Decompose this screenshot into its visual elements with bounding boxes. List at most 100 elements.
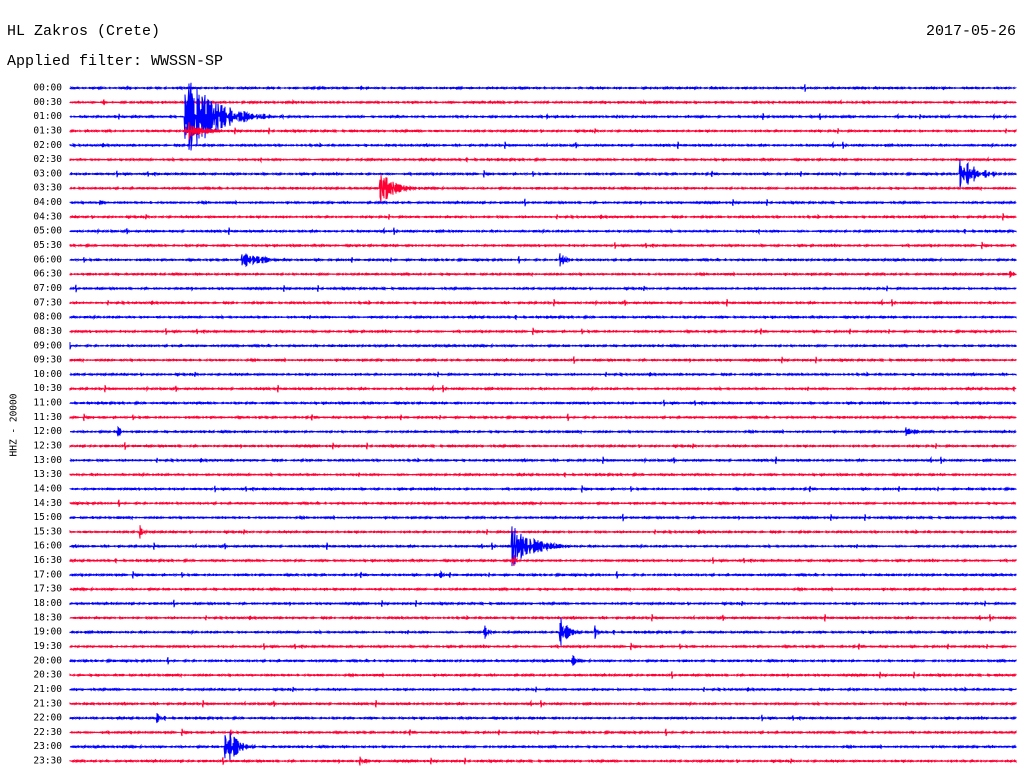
trace bbox=[69, 156, 1017, 164]
row-time-label: 08:00 bbox=[33, 312, 62, 323]
trace bbox=[69, 654, 1017, 666]
row-time-label: 03:30 bbox=[33, 183, 62, 194]
trace bbox=[69, 756, 1017, 766]
trace bbox=[69, 413, 1017, 422]
row-time-label: 13:30 bbox=[33, 469, 62, 480]
trace bbox=[69, 226, 1017, 236]
row-time-label: 23:00 bbox=[33, 741, 62, 752]
row-time-label: 04:30 bbox=[33, 211, 62, 222]
trace bbox=[69, 599, 1017, 608]
row-time-label: 22:30 bbox=[33, 727, 62, 738]
trace bbox=[69, 671, 1017, 679]
trace bbox=[69, 728, 1017, 737]
trace bbox=[69, 356, 1017, 364]
row-time-label: 07:00 bbox=[33, 283, 62, 294]
row-time-label: 09:30 bbox=[33, 355, 62, 366]
trace bbox=[69, 618, 1017, 647]
trace bbox=[69, 84, 1017, 92]
trace bbox=[69, 513, 1017, 522]
row-time-label: 02:00 bbox=[33, 140, 62, 151]
row-time-label: 17:00 bbox=[33, 569, 62, 580]
trace bbox=[69, 425, 1017, 437]
row-time-label: 14:30 bbox=[33, 498, 62, 509]
trace bbox=[69, 342, 1017, 350]
trace bbox=[69, 98, 1017, 106]
row-time-label: 14:00 bbox=[33, 483, 62, 494]
trace bbox=[69, 284, 1017, 293]
row-time-label: 16:30 bbox=[33, 555, 62, 566]
row-time-label: 08:30 bbox=[33, 326, 62, 337]
trace bbox=[69, 253, 1017, 268]
trace bbox=[69, 686, 1017, 693]
row-time-label: 00:00 bbox=[33, 83, 62, 94]
row-time-label: 19:30 bbox=[33, 641, 62, 652]
trace bbox=[69, 732, 1017, 761]
row-time-label: 01:30 bbox=[33, 125, 62, 136]
trace bbox=[69, 270, 1017, 279]
trace bbox=[69, 499, 1017, 508]
row-time-label: 11:30 bbox=[33, 412, 62, 423]
row-time-label: 05:00 bbox=[33, 226, 62, 237]
row-time-label: 21:00 bbox=[33, 684, 62, 695]
row-time-label: 03:00 bbox=[33, 168, 62, 179]
row-time-label: 01:00 bbox=[33, 111, 62, 122]
station-title: HL Zakros (Crete) bbox=[7, 23, 160, 40]
trace bbox=[69, 614, 1017, 622]
row-time-label: 09:00 bbox=[33, 340, 62, 351]
row-time-label: 15:00 bbox=[33, 512, 62, 523]
trace bbox=[69, 140, 1017, 150]
row-time-label: 12:30 bbox=[33, 441, 62, 452]
row-time-label: 11:00 bbox=[33, 398, 62, 409]
trace bbox=[69, 586, 1017, 593]
trace bbox=[69, 526, 1017, 567]
filter-label: Applied filter: WWSSN-SP bbox=[7, 53, 223, 70]
trace bbox=[69, 314, 1017, 321]
trace bbox=[69, 713, 1017, 724]
trace bbox=[69, 298, 1017, 307]
row-time-label: 17:30 bbox=[33, 584, 62, 595]
trace bbox=[69, 570, 1017, 579]
row-time-label: 05:30 bbox=[33, 240, 62, 251]
channel-label: HHZ - 20000 bbox=[9, 393, 20, 456]
row-time-label: 10:30 bbox=[33, 383, 62, 394]
row-time-label: 19:00 bbox=[33, 627, 62, 638]
traces bbox=[69, 82, 1017, 766]
trace bbox=[69, 485, 1017, 493]
trace bbox=[69, 555, 1017, 567]
trace bbox=[69, 159, 1017, 189]
row-time-label: 12:00 bbox=[33, 426, 62, 437]
trace bbox=[69, 471, 1017, 478]
trace bbox=[69, 82, 1017, 151]
trace bbox=[69, 327, 1017, 336]
trace bbox=[69, 122, 1017, 140]
row-time-label: 07:30 bbox=[33, 297, 62, 308]
trace bbox=[69, 371, 1017, 378]
row-time-label: 06:30 bbox=[33, 269, 62, 280]
row-time-label: 04:00 bbox=[33, 197, 62, 208]
row-time-label: 21:30 bbox=[33, 698, 62, 709]
row-time-label: 20:30 bbox=[33, 670, 62, 681]
trace bbox=[69, 525, 1017, 539]
row-time-label: 20:00 bbox=[33, 655, 62, 666]
row-time-label: 13:00 bbox=[33, 455, 62, 466]
row-time-label: 18:00 bbox=[33, 598, 62, 609]
date: 2017-05-26 bbox=[926, 23, 1016, 40]
trace bbox=[69, 174, 1017, 202]
trace bbox=[69, 455, 1017, 465]
trace bbox=[69, 642, 1017, 651]
trace bbox=[69, 213, 1017, 221]
trace bbox=[69, 699, 1017, 708]
trace bbox=[69, 399, 1017, 407]
trace bbox=[69, 198, 1017, 207]
row-time-label: 10:00 bbox=[33, 369, 62, 380]
row-time-label: 02:30 bbox=[33, 154, 62, 165]
row-time-label: 22:00 bbox=[33, 713, 62, 724]
trace bbox=[69, 442, 1017, 450]
row-time-label: 00:30 bbox=[33, 97, 62, 108]
row-time-label: 23:30 bbox=[33, 756, 62, 767]
row-time-label: 15:30 bbox=[33, 526, 62, 537]
row-time-label: 06:00 bbox=[33, 254, 62, 265]
trace bbox=[69, 384, 1017, 393]
row-time-label: 18:30 bbox=[33, 612, 62, 623]
